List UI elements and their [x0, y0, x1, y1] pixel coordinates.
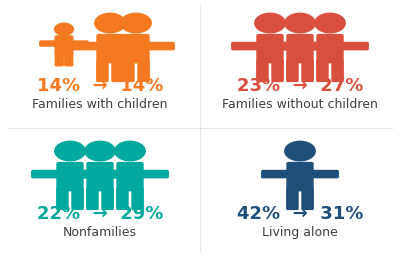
FancyBboxPatch shape — [98, 42, 126, 50]
Circle shape — [55, 141, 85, 161]
FancyBboxPatch shape — [257, 35, 283, 63]
FancyBboxPatch shape — [262, 170, 290, 178]
FancyBboxPatch shape — [287, 189, 298, 209]
FancyBboxPatch shape — [132, 189, 143, 209]
Circle shape — [95, 13, 125, 33]
FancyBboxPatch shape — [97, 61, 108, 81]
Circle shape — [54, 23, 74, 35]
FancyBboxPatch shape — [72, 42, 100, 50]
FancyBboxPatch shape — [65, 52, 73, 66]
Circle shape — [285, 13, 315, 33]
FancyBboxPatch shape — [87, 189, 98, 209]
FancyBboxPatch shape — [287, 35, 313, 63]
FancyBboxPatch shape — [332, 61, 343, 81]
FancyBboxPatch shape — [123, 61, 134, 81]
FancyBboxPatch shape — [102, 189, 113, 209]
Text: Nonfamilies: Nonfamilies — [63, 227, 137, 239]
FancyBboxPatch shape — [97, 35, 123, 63]
FancyBboxPatch shape — [287, 61, 298, 81]
FancyBboxPatch shape — [287, 163, 313, 191]
FancyBboxPatch shape — [262, 42, 290, 50]
Circle shape — [85, 141, 115, 161]
FancyBboxPatch shape — [112, 61, 123, 81]
FancyBboxPatch shape — [317, 61, 328, 81]
FancyBboxPatch shape — [32, 170, 60, 178]
FancyBboxPatch shape — [123, 35, 149, 63]
FancyBboxPatch shape — [55, 52, 63, 66]
FancyBboxPatch shape — [57, 189, 68, 209]
FancyBboxPatch shape — [280, 42, 308, 50]
FancyBboxPatch shape — [138, 61, 149, 81]
FancyBboxPatch shape — [292, 42, 320, 50]
FancyBboxPatch shape — [310, 42, 338, 50]
Circle shape — [121, 13, 151, 33]
Text: Families with children: Families with children — [32, 99, 168, 111]
FancyBboxPatch shape — [55, 36, 73, 54]
FancyBboxPatch shape — [272, 61, 283, 81]
FancyBboxPatch shape — [62, 170, 90, 178]
Circle shape — [315, 13, 345, 33]
FancyBboxPatch shape — [87, 163, 113, 191]
Circle shape — [285, 141, 315, 161]
Circle shape — [255, 13, 285, 33]
FancyBboxPatch shape — [302, 189, 313, 209]
FancyBboxPatch shape — [70, 41, 88, 46]
FancyBboxPatch shape — [92, 170, 120, 178]
FancyBboxPatch shape — [72, 189, 83, 209]
FancyBboxPatch shape — [80, 170, 108, 178]
FancyBboxPatch shape — [57, 163, 83, 191]
Circle shape — [115, 141, 145, 161]
FancyBboxPatch shape — [120, 42, 148, 50]
FancyBboxPatch shape — [317, 35, 343, 63]
FancyBboxPatch shape — [310, 170, 338, 178]
FancyBboxPatch shape — [110, 170, 138, 178]
FancyBboxPatch shape — [40, 41, 58, 46]
FancyBboxPatch shape — [140, 170, 168, 178]
Text: Living alone: Living alone — [262, 227, 338, 239]
FancyBboxPatch shape — [117, 189, 128, 209]
FancyBboxPatch shape — [302, 61, 313, 81]
Text: 23%  →  27%: 23% → 27% — [237, 77, 363, 95]
Text: 22%  →  29%: 22% → 29% — [37, 205, 163, 223]
FancyBboxPatch shape — [257, 61, 268, 81]
Text: Families without children: Families without children — [222, 99, 378, 111]
FancyBboxPatch shape — [117, 163, 143, 191]
FancyBboxPatch shape — [340, 42, 368, 50]
Text: 14%  →  14%: 14% → 14% — [37, 77, 163, 95]
FancyBboxPatch shape — [232, 42, 260, 50]
FancyBboxPatch shape — [146, 42, 174, 50]
Text: 42%  →  31%: 42% → 31% — [237, 205, 363, 223]
